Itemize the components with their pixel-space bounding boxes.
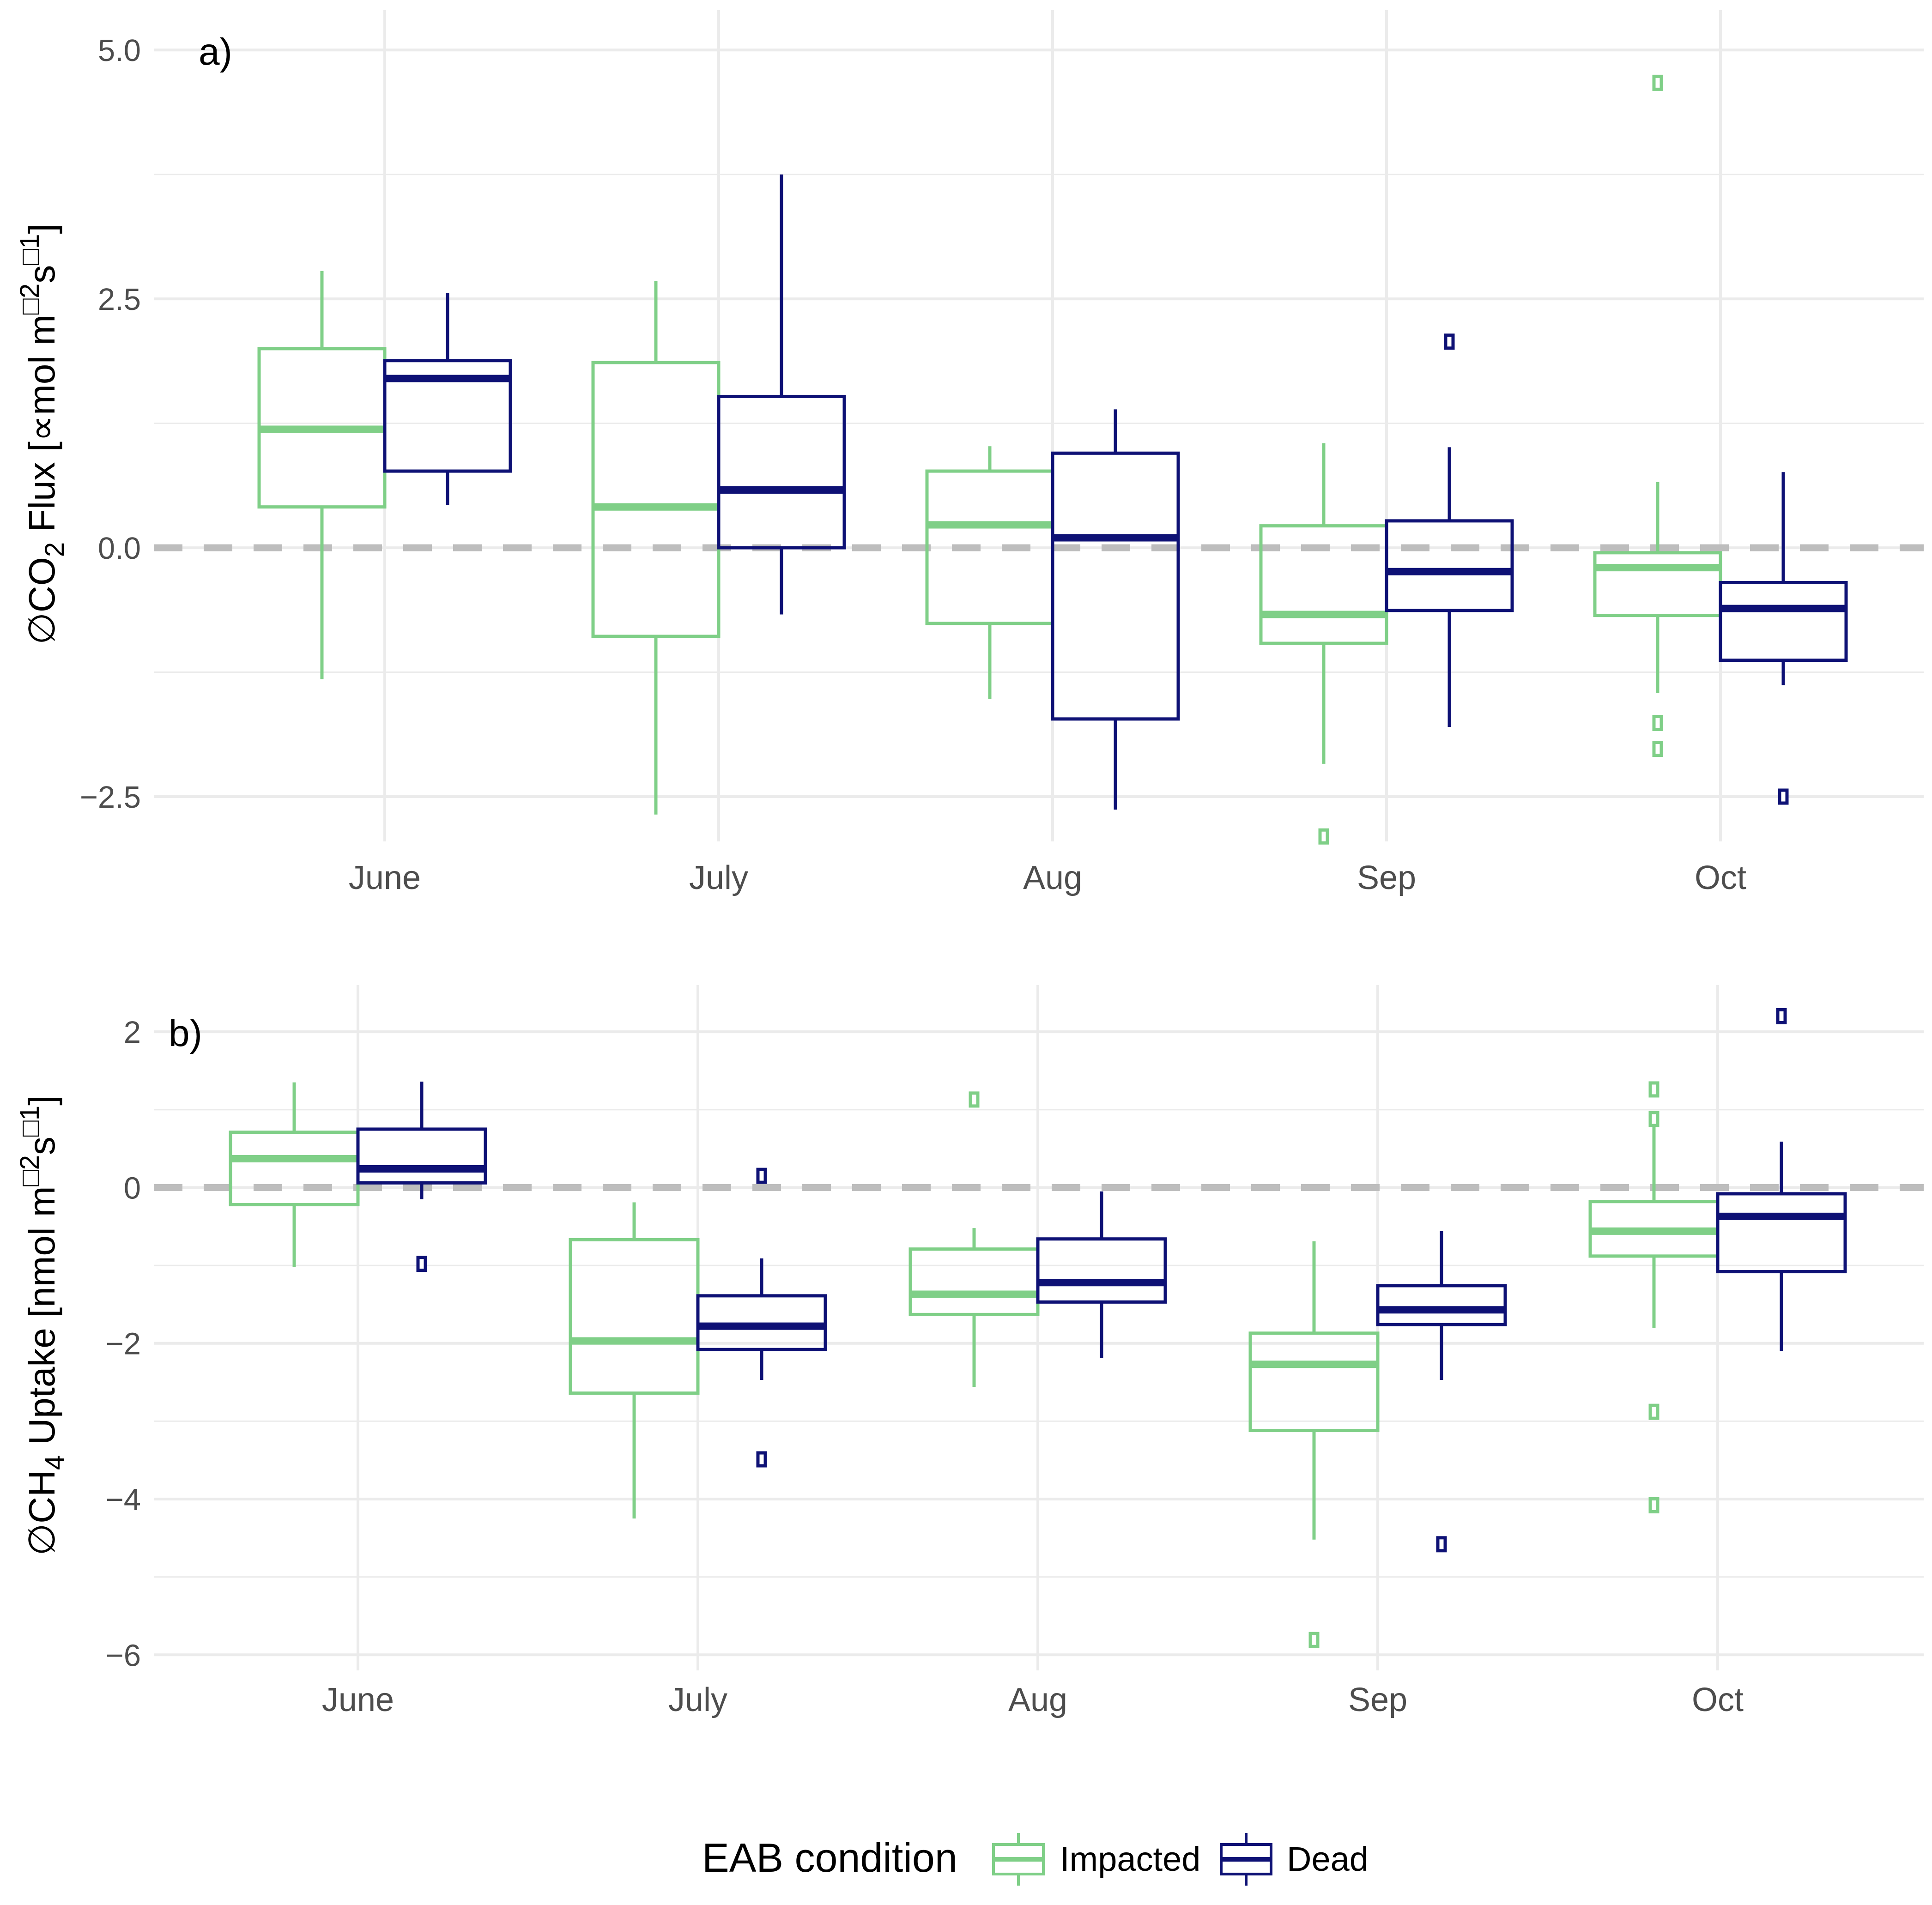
panel-a-box-dead-oct — [1719, 472, 1848, 805]
outlier-point — [1648, 1497, 1659, 1513]
panel-b-box-impacted-sep — [1248, 1241, 1380, 1648]
panel-a-y-tick-label: 5.0 — [98, 33, 141, 68]
panel-b-box-dead-oct — [1716, 1008, 1847, 1351]
panel-a-box-dead-sep — [1385, 333, 1514, 727]
legend-label-dead: Dead — [1287, 1840, 1369, 1878]
panel-b-box-dead-june — [356, 1082, 487, 1272]
panel-a-x-tick-label: Aug — [1023, 859, 1082, 896]
outlier-point — [1648, 1403, 1659, 1420]
panel-b-x-tick-label: Aug — [1008, 1681, 1067, 1718]
panel-b-x-tick-label: June — [322, 1681, 394, 1718]
panel-b-box-dead-aug — [1036, 1191, 1167, 1358]
y-axis-title-part: s — [21, 265, 62, 284]
y-axis-title-part: ∅CH — [21, 1470, 62, 1555]
y-axis-title-part: □1 — [15, 1106, 45, 1137]
outlier-point — [1318, 828, 1329, 845]
outlier-point — [1778, 788, 1789, 805]
legend-key-impacted — [992, 1833, 1045, 1886]
y-axis-title-part: ] — [21, 1095, 62, 1106]
box-iqr — [1051, 451, 1180, 721]
panel-b-box-dead-july — [696, 1167, 827, 1468]
y-axis-title-part: □1 — [15, 234, 45, 265]
outlier-point — [1652, 74, 1663, 91]
outlier-point — [1648, 1111, 1659, 1127]
panel-b-y-axis-title: ∅CH4 Uptake [nmol m□2s□1] — [15, 1095, 70, 1556]
panel-a-y-tick-label: 2.5 — [98, 282, 141, 317]
y-axis-title-part: ∅CO — [21, 557, 62, 645]
panel-a-x-tick-label: July — [689, 859, 748, 896]
panel-a-box-dead-july — [717, 174, 846, 615]
panel-b-box-impacted-oct — [1588, 1081, 1720, 1513]
y-axis-title-part: Uptake [nmol m — [21, 1186, 62, 1455]
box-iqr — [1036, 1237, 1167, 1304]
y-axis-title-part: Flux [∝mol m — [21, 314, 62, 542]
panel-b-y-tick-label: 2 — [124, 1015, 141, 1050]
outlier-point — [1648, 1081, 1659, 1098]
panel-b-x-tick-label: July — [668, 1681, 727, 1718]
box-iqr — [1716, 1192, 1847, 1274]
box-iqr — [1385, 519, 1514, 612]
panel-a-x-tick-label: Sep — [1357, 859, 1416, 896]
outlier-point — [1444, 333, 1455, 350]
outlier-point — [416, 1256, 427, 1272]
panel-b-ch4-uptake: 2 0 −2 −4 −6 June July Aug Sep Oct b) ∅CH4 Uptake [… — [15, 985, 1924, 1718]
legend-key-dead — [1220, 1833, 1272, 1886]
panel-b-y-tick-label: −4 — [106, 1482, 141, 1517]
panel-b-label: b) — [169, 1012, 202, 1054]
box-iqr — [1376, 1284, 1507, 1326]
panel-a-box-impacted-oct — [1593, 74, 1722, 757]
legend-title: EAB condition — [702, 1835, 957, 1881]
outlier-point — [1652, 714, 1663, 731]
panel-b-y-tick-label: −6 — [106, 1638, 141, 1673]
legend: EAB condition Impacted Dead — [702, 1833, 1369, 1886]
outlier-point — [1776, 1008, 1787, 1024]
panel-a-co2-flux: 5.0 2.5 0.0 −2.5 June July Aug Sep Oct a) ∅CO2 Flu… — [15, 10, 1924, 896]
y-axis-title-part: 2 — [40, 542, 70, 557]
y-axis-title-part: □2 — [15, 284, 45, 314]
panel-a-x-tick-label: June — [349, 859, 421, 896]
y-axis-title-part: s — [21, 1137, 62, 1155]
panel-a-y-axis-title: ∅CO2 Flux [∝mol m□2s□1] — [15, 224, 70, 645]
panel-b-box-dead-sep — [1376, 1231, 1507, 1553]
outlier-point — [1308, 1632, 1320, 1648]
panel-b-x-tick-label: Sep — [1348, 1681, 1407, 1718]
panel-a-y-tick-label: −2.5 — [80, 780, 141, 815]
legend-label-impacted: Impacted — [1060, 1840, 1200, 1878]
panel-a-label: a) — [199, 31, 232, 73]
outlier-point — [969, 1091, 980, 1108]
box-iqr — [1248, 1331, 1380, 1433]
panel-a-box-dead-aug — [1051, 409, 1180, 810]
box-iqr — [1719, 581, 1848, 662]
outlier-point — [756, 1167, 767, 1184]
panel-b-y-tick-label: 0 — [124, 1171, 141, 1205]
outlier-point — [1652, 741, 1663, 757]
box-iqr — [717, 394, 846, 550]
box-iqr — [356, 1127, 487, 1185]
outlier-point — [1436, 1536, 1447, 1553]
y-axis-title-part: □2 — [15, 1155, 45, 1186]
outlier-point — [756, 1451, 767, 1468]
y-axis-title-part: ] — [21, 224, 62, 234]
panel-a-x-tick-label: Oct — [1695, 859, 1746, 896]
box-iqr — [383, 359, 512, 473]
y-axis-title-part: 4 — [40, 1455, 70, 1470]
panel-a-y-tick-label: 0.0 — [98, 531, 141, 566]
panel-b-y-tick-label: −2 — [106, 1327, 141, 1361]
panel-a-box-dead-june — [383, 293, 512, 505]
panel-b-x-tick-label: Oct — [1692, 1681, 1744, 1718]
